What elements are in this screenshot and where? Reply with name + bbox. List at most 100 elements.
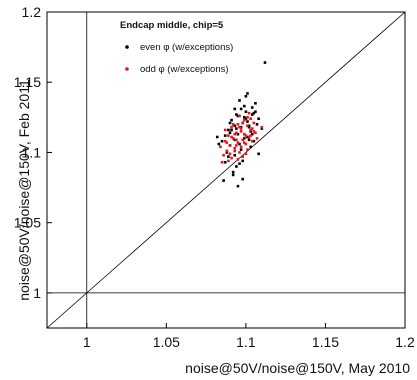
data-point-even [231,170,235,174]
y-tick-label: 1.1 [22,144,42,160]
data-point-even [217,142,221,146]
data-point-odd [236,123,240,126]
data-point-even [235,113,238,116]
data-point-even [225,151,229,154]
data-point-odd [235,138,238,142]
data-point-even [242,116,246,119]
data-point-even [260,127,264,130]
data-point-even [242,137,246,140]
data-point-odd [246,148,249,151]
data-point-odd [244,134,248,137]
data-point-even [250,106,254,109]
data-point-odd [223,128,227,132]
data-point-odd [225,149,229,153]
data-point-odd [231,137,235,140]
data-point-odd [228,152,232,156]
data-point-even [231,173,235,177]
data-point-odd [247,111,251,115]
data-point-odd [241,138,245,142]
data-point-odd [235,131,238,135]
data-point-even [239,125,243,129]
data-point-even [239,148,243,151]
data-point-odd [249,128,252,132]
data-point-odd [238,151,241,154]
data-point-even [227,155,230,158]
data-point-odd [244,142,248,146]
x-tick-label: 1 [83,334,91,350]
data-point-odd [220,160,224,164]
data-point-odd [239,130,243,133]
data-point-odd [260,125,264,129]
data-point-even [246,92,249,95]
data-point-odd [230,125,233,129]
data-point-even [238,99,241,102]
data-point-odd [254,131,257,135]
data-point-even [250,113,254,116]
data-point-even [228,121,232,125]
x-tick-label: 1.2 [395,334,415,350]
data-point-even [257,152,260,156]
data-point-even [249,130,252,133]
legend-label-even: even φ (w/exceptions) [140,42,233,53]
data-point-even [252,139,256,143]
data-point-even [236,132,240,136]
data-point-odd [239,127,243,130]
data-point-odd [252,121,256,125]
data-point-odd [219,145,222,149]
y-tick-label: 1 [33,285,41,301]
data-point-even [222,179,225,182]
data-point-even [244,110,248,114]
data-point-even [244,117,248,121]
data-point-odd [246,124,249,128]
data-point-odd [233,149,237,153]
data-point-even [244,94,248,98]
y-tick-label: 1.2 [22,4,42,20]
data-point-even [247,138,251,142]
data-point-even [241,159,245,163]
data-point-even [255,123,259,126]
data-point-odd [222,153,225,157]
data-point-even [246,120,249,123]
data-point-odd [239,145,243,149]
data-point-odd [255,137,259,140]
data-point-even [215,135,219,139]
data-point-odd [225,141,229,144]
legend-label-odd: odd φ (w/exceptions) [140,64,229,75]
data-point-odd [238,125,241,129]
data-point-odd [227,134,230,137]
data-point-even [233,124,237,128]
legend-marker-even [125,45,129,49]
reference-line-diagonal [46,11,406,329]
data-point-even [223,134,227,137]
data-point-even [220,139,224,143]
data-point-odd [246,116,249,119]
data-point-even [263,61,267,64]
data-point-even [239,107,243,111]
data-point-odd [233,146,237,150]
data-point-even [247,125,251,129]
data-point-even [247,124,251,128]
data-point-even [250,132,254,136]
data-point-odd [238,114,241,118]
data-point-odd [252,130,256,133]
data-point-odd [223,139,227,143]
data-point-odd [250,139,254,143]
data-point-odd [236,158,240,161]
plot-frame [46,11,406,329]
data-point-odd [233,132,237,136]
x-tick-label: 1.15 [312,334,339,350]
data-point-odd [235,144,238,147]
data-point-odd [242,141,246,144]
data-point-even [227,128,230,132]
data-point-even [228,131,232,135]
data-point-odd [244,152,248,156]
data-point-even [246,135,249,139]
data-point-odd [241,155,245,158]
y-tick-label: 1.15 [14,74,41,90]
data-point-odd [250,127,254,130]
x-axis-label: noise@50V/noise@150V, May 2010 [185,360,410,376]
data-point-odd [230,156,233,160]
legend-title: Endcap middle, chip=5 [120,20,224,31]
x-tick-label: 1.1 [236,334,256,350]
